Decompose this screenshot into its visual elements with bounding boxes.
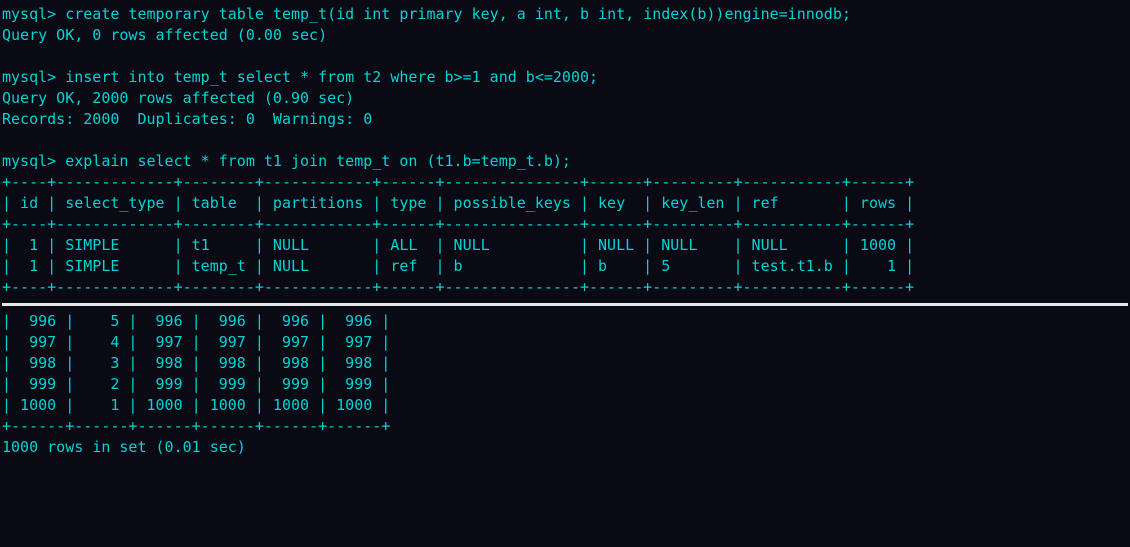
- table-border: +------+------+------+------+------+----…: [2, 416, 1128, 437]
- result-line: Records: 2000 Duplicates: 0 Warnings: 0: [2, 109, 1128, 130]
- mysql-prompt: mysql>: [2, 5, 65, 23]
- table-border: +----+-------------+--------+-----------…: [2, 214, 1128, 235]
- result-line: Query OK, 0 rows affected (0.00 sec): [2, 25, 1128, 46]
- section-divider: [2, 303, 1128, 306]
- table-row: | 999 | 2 | 999 | 999 | 999 | 999 |: [2, 374, 1128, 395]
- table-border: +----+-------------+--------+-----------…: [2, 277, 1128, 298]
- result-line: Query OK, 2000 rows affected (0.90 sec): [2, 88, 1128, 109]
- cmd-text: insert into temp_t select * from t2 wher…: [65, 68, 598, 86]
- cmd-text: create temporary table temp_t(id int pri…: [65, 5, 851, 23]
- mysql-prompt: mysql>: [2, 152, 65, 170]
- blank-line: [2, 46, 1128, 67]
- table-row: | 1 | SIMPLE | t1 | NULL | ALL | NULL | …: [2, 235, 1128, 256]
- table-row: | 996 | 5 | 996 | 996 | 996 | 996 |: [2, 311, 1128, 332]
- mysql-prompt: mysql>: [2, 68, 65, 86]
- result-footer: 1000 rows in set (0.01 sec): [2, 437, 1128, 458]
- table-header: | id | select_type | table | partitions …: [2, 193, 1128, 214]
- cmd-line-3: mysql> explain select * from t1 join tem…: [2, 151, 1128, 172]
- cmd-text: explain select * from t1 join temp_t on …: [65, 152, 571, 170]
- cmd-line-2: mysql> insert into temp_t select * from …: [2, 67, 1128, 88]
- table-row: | 1 | SIMPLE | temp_t | NULL | ref | b |…: [2, 256, 1128, 277]
- cmd-line-1: mysql> create temporary table temp_t(id …: [2, 4, 1128, 25]
- table-row: | 998 | 3 | 998 | 998 | 998 | 998 |: [2, 353, 1128, 374]
- terminal-section-bottom: | 996 | 5 | 996 | 996 | 996 | 996 | | 99…: [2, 309, 1128, 458]
- table-border: +----+-------------+--------+-----------…: [2, 172, 1128, 193]
- table-row: | 997 | 4 | 997 | 997 | 997 | 997 |: [2, 332, 1128, 353]
- table-row: | 1000 | 1 | 1000 | 1000 | 1000 | 1000 |: [2, 395, 1128, 416]
- blank-line: [2, 130, 1128, 151]
- terminal-section-top: mysql> create temporary table temp_t(id …: [2, 4, 1128, 300]
